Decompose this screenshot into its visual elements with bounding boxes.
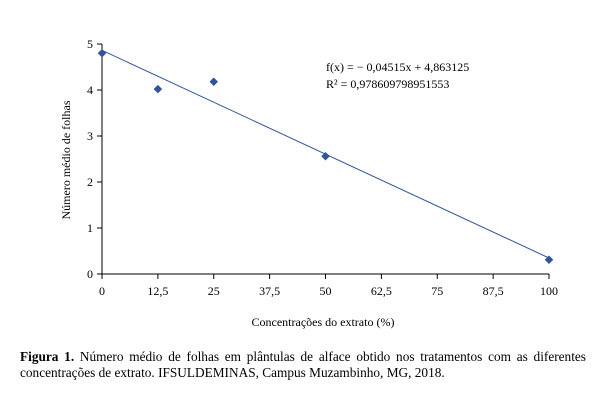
x-tick-label: 0 (99, 284, 105, 298)
x-tick-label: 62,5 (371, 284, 392, 298)
y-tick-label: 1 (87, 221, 93, 235)
y-axis-title: Número médio de folhas (59, 100, 73, 219)
caption-label: Figura 1. (20, 349, 75, 364)
x-tick-label: 25 (208, 284, 220, 298)
x-tick-label: 12,5 (147, 284, 168, 298)
x-tick-label: 75 (431, 284, 443, 298)
caption-text: Número médio de folhas em plântulas de a… (20, 349, 586, 380)
data-points (97, 48, 554, 265)
data-point (321, 151, 330, 161)
data-point (153, 84, 163, 94)
figure-caption: Figura 1. Número médio de folhas em plân… (20, 349, 586, 381)
x-tick-label: 37,5 (259, 284, 280, 298)
y-tick-label: 2 (87, 175, 93, 189)
ticks: 0 12,5 25 37,5 50 62,5 75 87,5 100 0 1 2 3 4 5 (87, 37, 558, 298)
y-tick-label: 0 (87, 267, 93, 281)
y-tick-label: 4 (87, 83, 93, 97)
trendline-r-squared: R² = 0,978609798951553 (326, 77, 449, 91)
x-tick-label: 100 (540, 284, 558, 298)
data-point (544, 255, 554, 265)
trendline-equation: f(x) = − 0,04515x + 4,863125 (326, 60, 469, 74)
chart: 0 12,5 25 37,5 50 62,5 75 87,5 100 0 1 2 3 4 5 f(x) = … (59, 37, 558, 329)
x-tick-label: 87,5 (483, 284, 504, 298)
data-point (97, 48, 107, 58)
x-tick-label: 50 (320, 284, 332, 298)
data-point (209, 77, 219, 87)
y-tick-label: 3 (87, 129, 93, 143)
y-tick-label: 5 (87, 37, 93, 51)
x-axis-title: Concentrações do extrato (%) (252, 315, 395, 329)
